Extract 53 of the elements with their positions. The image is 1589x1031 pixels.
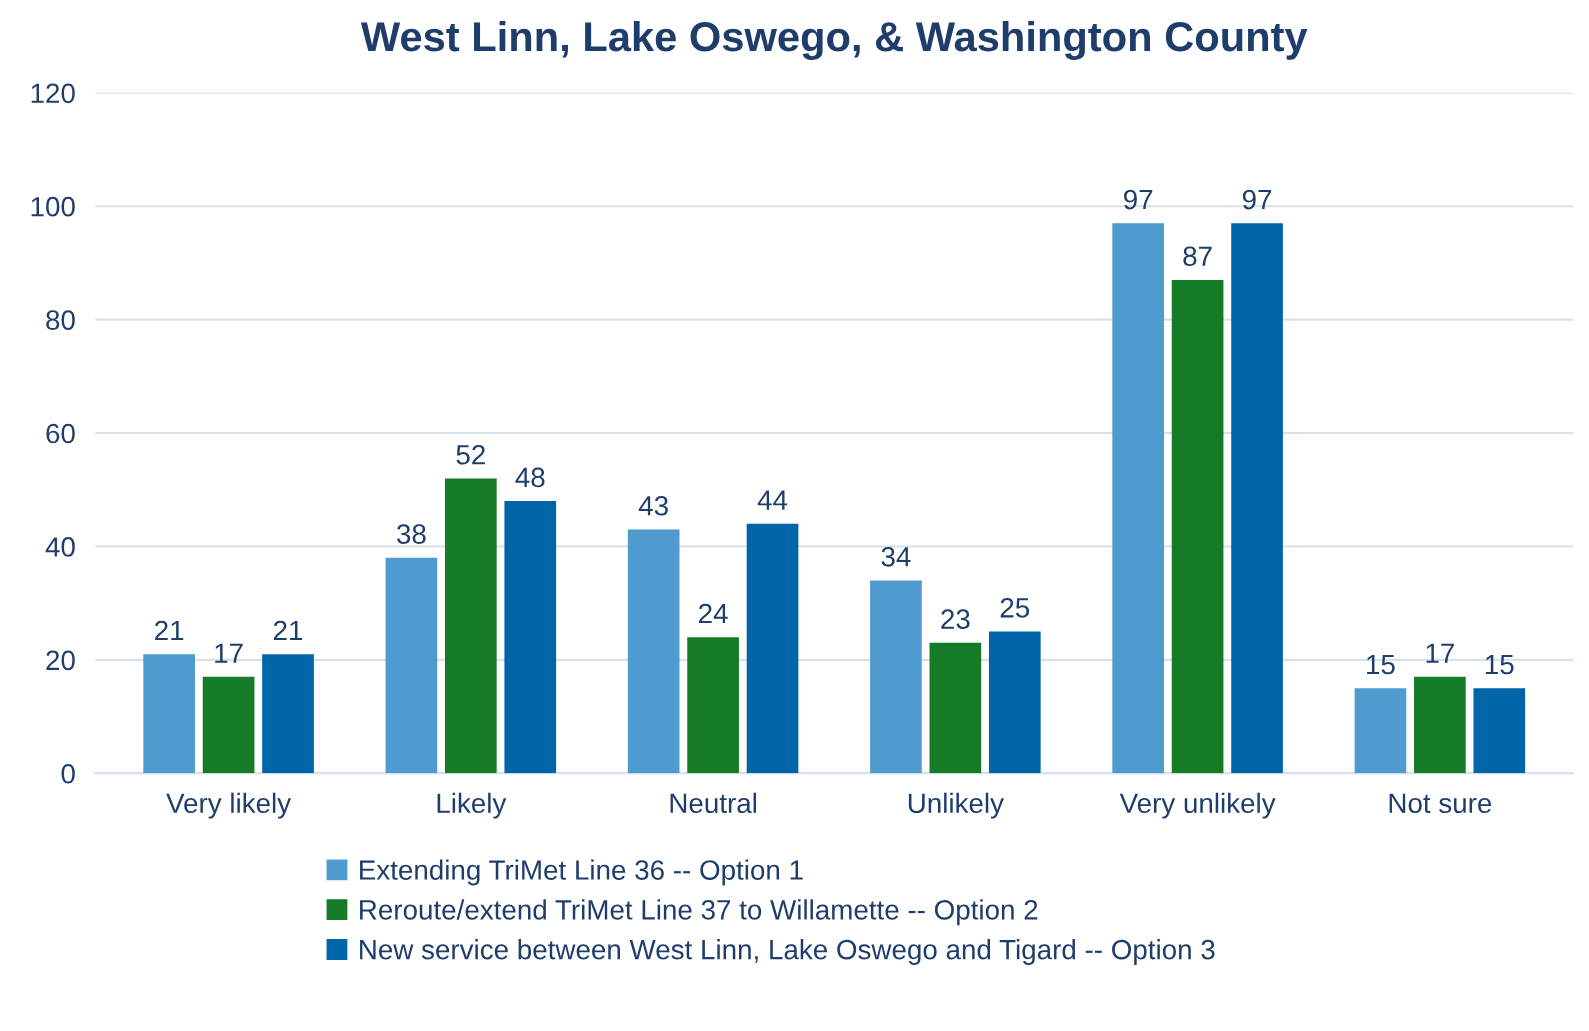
data-label: 21 (155, 620, 184, 641)
data-label: 87 (1183, 246, 1212, 267)
bar (1171, 279, 1224, 774)
data-label: 21 (273, 620, 303, 641)
bar (627, 529, 680, 774)
y-tick-label: 100 (31, 196, 75, 217)
y-tick-label: 120 (31, 83, 75, 104)
y-tick-label: 40 (45, 537, 75, 557)
bar (143, 654, 195, 774)
data-label: 48 (515, 467, 545, 488)
data-label: 15 (1367, 654, 1395, 675)
x-tick-label: Very unlikely (1119, 792, 1276, 819)
bar (385, 557, 438, 774)
bar (504, 501, 557, 774)
y-tick-label: 60 (46, 423, 75, 444)
data-label: 52 (456, 444, 485, 465)
y-tick-label: 0 (61, 763, 75, 784)
bar (687, 637, 739, 774)
x-tick-label: Likely (437, 792, 507, 819)
y-tick-label: 20 (46, 650, 75, 671)
x-tick-label: Very likely (166, 792, 292, 819)
data-label: 44 (757, 490, 788, 510)
bar (988, 631, 1041, 774)
data-label: 17 (1426, 643, 1454, 663)
chart-title: West Linn, Lake Oswego, & Washington County (360, 20, 1308, 60)
bar (202, 676, 255, 774)
bar (445, 478, 497, 774)
x-tick-label: Neutral (670, 792, 757, 814)
data-label: 15 (1485, 654, 1514, 675)
data-label: 23 (941, 609, 970, 629)
y-tick-label: 80 (46, 310, 75, 330)
data-label: 43 (638, 495, 668, 516)
legend-label: Extending TriMet Line 36 -- Option 1 (360, 859, 803, 886)
data-label: 17 (215, 643, 243, 663)
data-label: 97 (1242, 189, 1272, 210)
x-tick-label: Unlikely (908, 792, 1004, 819)
data-label: 97 (1124, 189, 1153, 210)
bar (870, 580, 922, 774)
bar (1112, 223, 1165, 774)
data-label: 38 (397, 524, 426, 544)
bar (1231, 223, 1283, 774)
bar (262, 654, 314, 774)
data-label: 25 (1000, 597, 1030, 618)
bar (746, 523, 799, 774)
legend-label: Reroute/extend TriMet Line 37 to Willamette -- Option 2 (360, 899, 1038, 926)
data-label: 34 (881, 546, 911, 567)
bar (929, 642, 982, 774)
legend-label: New service between West Linn, Lake Oswego and Tigard -- Option 3 (360, 939, 1215, 965)
bar (1473, 688, 1526, 774)
x-tick-label: Not sure (1389, 793, 1492, 814)
bar (1414, 676, 1466, 774)
data-label: 24 (699, 603, 728, 624)
bar (1354, 688, 1407, 774)
